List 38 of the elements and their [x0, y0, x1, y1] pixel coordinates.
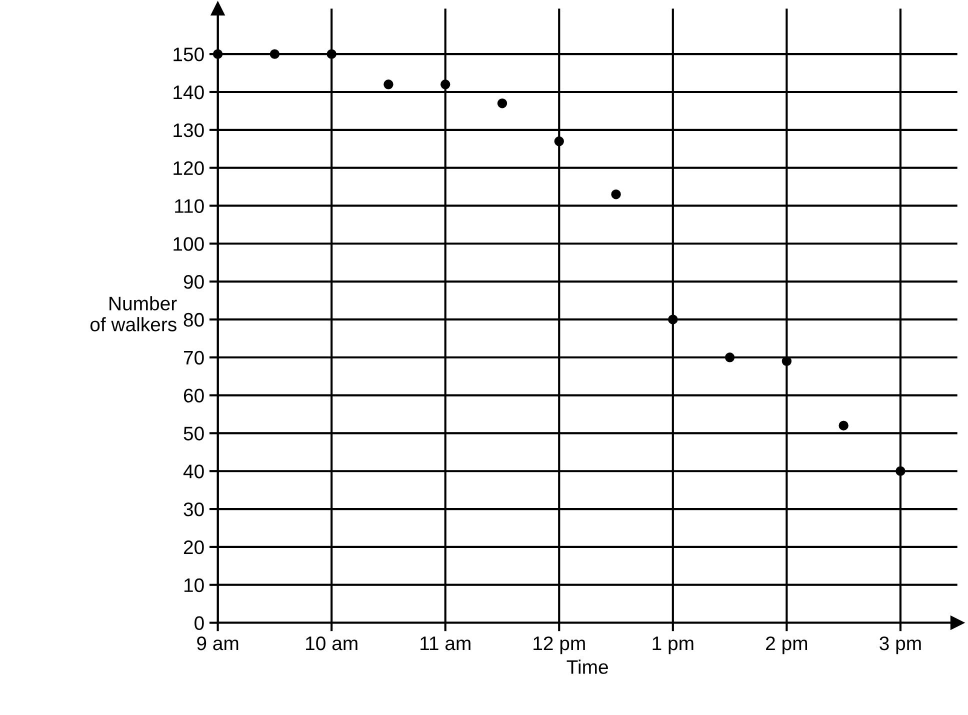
- point: [270, 49, 280, 59]
- x-tick-label: 3 pm: [880, 636, 921, 654]
- y-tick-label: 60: [184, 388, 204, 403]
- point: [838, 420, 848, 430]
- y-tick-label: 30: [184, 502, 204, 516]
- point: [497, 98, 508, 108]
- x-tick-label: 10 am: [306, 636, 358, 650]
- x-axis-title: Time: [566, 660, 608, 674]
- point: [782, 356, 792, 366]
- point: [668, 314, 678, 324]
- y-tick-label: 100: [174, 237, 204, 251]
- x-tick-label: 2 pm: [766, 636, 808, 654]
- y-tick-label: 40: [183, 464, 204, 478]
- y-tick-label: 150: [174, 48, 204, 62]
- y-tick-label: 90: [184, 275, 204, 289]
- point: [554, 136, 564, 146]
- y-tick-label: 50: [184, 426, 204, 440]
- point: [896, 466, 906, 476]
- point: [326, 49, 336, 59]
- x-tick-label: 1 pm: [652, 636, 694, 654]
- y-tick-label: 120: [174, 161, 204, 176]
- point: [384, 80, 394, 90]
- y-tick-label: 10: [184, 578, 204, 592]
- y-axis-title: Number of walkers: [90, 296, 177, 332]
- point: [212, 49, 223, 59]
- x-tick-label: 11 am: [420, 636, 470, 650]
- y-tick-label: 130: [174, 123, 204, 138]
- y-tick-label: 70: [184, 350, 204, 365]
- y-tick-label: 20: [184, 540, 204, 554]
- point: [440, 80, 450, 90]
- x-tick-label: 12 pm: [534, 636, 585, 654]
- point: [611, 189, 621, 200]
- y-tick-label: 140: [174, 85, 204, 100]
- x-tick-label: 9 am: [197, 636, 238, 650]
- y-tick-label: 110: [175, 199, 204, 213]
- point: [724, 352, 735, 362]
- y-tick-label: 0: [194, 616, 204, 630]
- y-tick-label: 80: [184, 312, 204, 327]
